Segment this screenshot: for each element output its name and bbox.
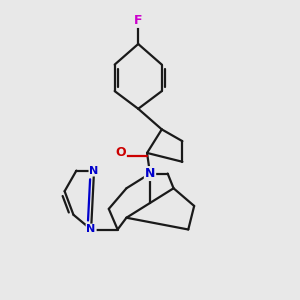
Text: F: F [134,14,142,27]
Text: N: N [89,166,99,176]
Text: N: N [145,167,155,180]
Text: O: O [115,146,126,159]
Text: N: N [86,224,96,235]
